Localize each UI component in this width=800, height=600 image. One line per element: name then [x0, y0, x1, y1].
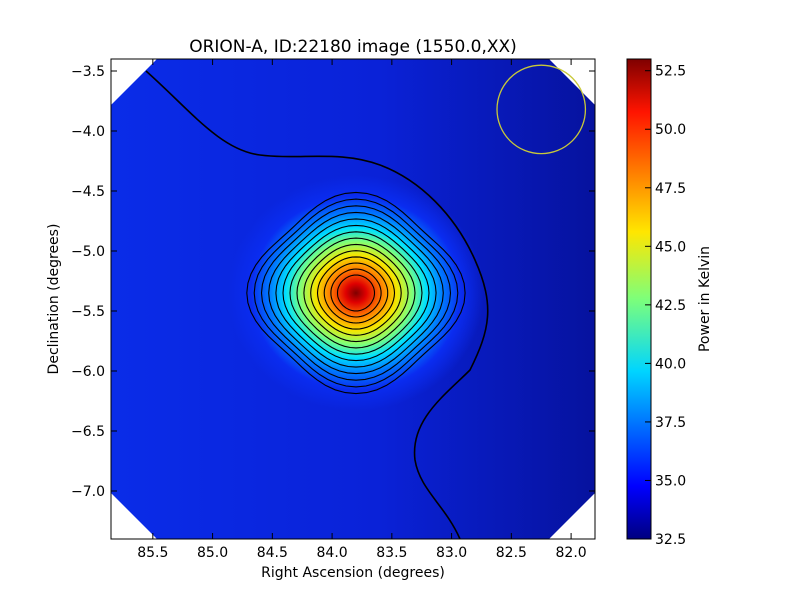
chart-title: ORION-A, ID:22180 image (1550.0,XX) [189, 37, 517, 57]
y-tick-label: −6.0 [71, 364, 105, 380]
y-axis-label: Declination (degrees) [46, 224, 62, 375]
plot-area [111, 59, 595, 539]
colorbar-tick-label: 32.5 [655, 532, 686, 548]
x-tick-label: 84.0 [317, 545, 348, 561]
contour [303, 243, 409, 343]
y-tick-label: −5.5 [71, 304, 105, 320]
contour [316, 256, 396, 330]
contour [275, 218, 437, 368]
colorbar-tick-label: 40.0 [655, 356, 686, 372]
y-tick-label: −5.0 [71, 244, 105, 260]
contour [260, 205, 452, 381]
contour [296, 237, 416, 349]
source-emission [227, 175, 484, 411]
colorbar-tick-label: 37.5 [655, 415, 686, 431]
contour [310, 250, 402, 336]
contour [246, 191, 466, 395]
x-tick-label: 85.5 [137, 545, 168, 561]
contour [282, 224, 430, 362]
x-axis-label: Right Ascension (degrees) [261, 565, 445, 581]
colorbar-tick-label: 42.5 [655, 298, 686, 314]
beam-circle [496, 64, 587, 155]
x-tick-label: 82.0 [556, 545, 587, 561]
colorbar-tick-label: 47.5 [655, 181, 686, 197]
x-axis: 85.5 85.0 84.5 84.0 83.5 83.0 82.5 82.0 [137, 59, 587, 561]
contour-lines [246, 191, 466, 395]
colorbar-ticks: 32.5 35.0 37.5 40.0 42.5 45.0 47.5 50.0 52.5 [645, 64, 686, 548]
colorbar-gradient [626, 58, 652, 540]
plot-frame [110, 58, 596, 540]
colorbar-tick-label: 50.0 [655, 122, 686, 138]
contour [268, 211, 444, 375]
x-tick-label: 82.5 [496, 545, 527, 561]
corner-blank [549, 493, 595, 539]
corner-blank [111, 59, 157, 105]
x-tick-label: 85.0 [197, 545, 228, 561]
x-tick-label: 84.5 [257, 545, 288, 561]
colorbar-tick-label: 45.0 [655, 239, 686, 255]
y-axis: −3.5 −4.0 −4.5 −5.0 −5.5 −6.0 −6.5 −7.0 [71, 64, 595, 500]
contour [289, 231, 423, 355]
outer-contour-line [145, 70, 489, 539]
y-tick-label: −4.5 [71, 184, 105, 200]
x-tick-label: 83.0 [436, 545, 467, 561]
corner-blank [549, 59, 595, 105]
corner-blank [111, 493, 157, 539]
corner-blanks [111, 59, 595, 539]
colorbar: 32.5 35.0 37.5 40.0 42.5 45.0 47.5 50.0 52.5 Pow… [626, 58, 713, 548]
y-tick-label: −6.5 [71, 424, 105, 440]
y-tick-label: −7.0 [71, 484, 105, 500]
y-tick-label: −4.0 [71, 124, 105, 140]
contour [323, 262, 389, 324]
colorbar-tick-label: 52.5 [655, 64, 686, 80]
colorbar-label: Power in Kelvin [697, 246, 713, 352]
contour [330, 268, 382, 318]
y-tick-label: −3.5 [71, 64, 105, 80]
x-tick-label: 83.5 [376, 545, 407, 561]
contour [336, 274, 376, 312]
colorbar-tick-label: 35.0 [655, 473, 686, 489]
contour [253, 198, 459, 388]
